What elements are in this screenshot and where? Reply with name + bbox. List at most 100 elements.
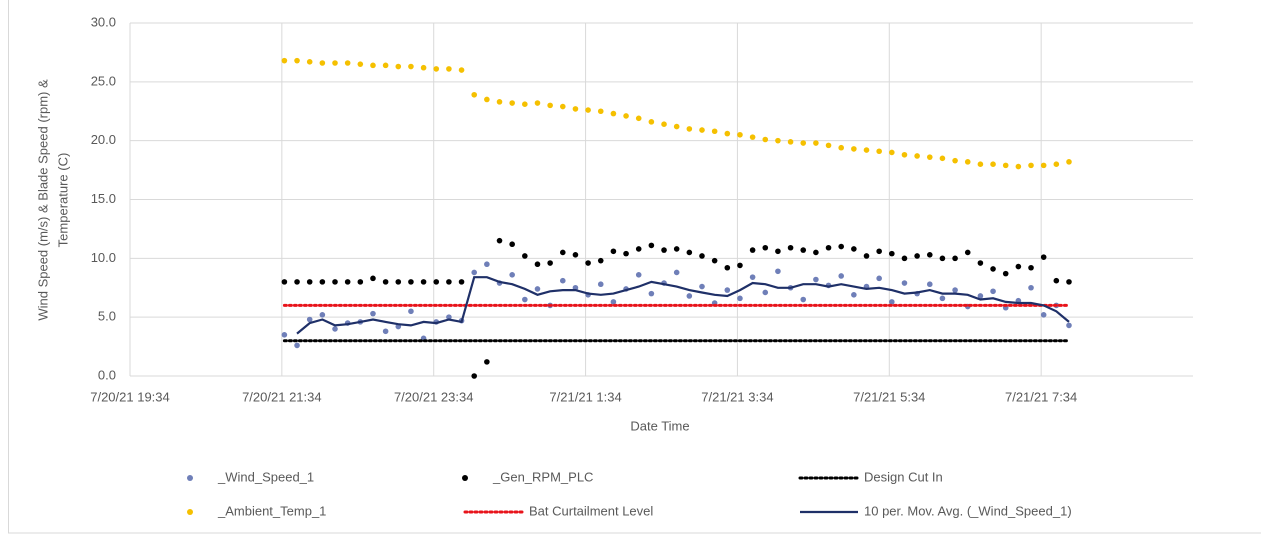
y-tick-label: 10.0 [91,250,116,265]
data-point [534,261,541,268]
legend-label: _Wind_Speed_1 [217,469,314,484]
data-point [294,342,300,349]
data-point [597,281,604,288]
legend-label: Bat Curtailment Level [529,503,653,518]
x-tick-label: 7/21/21 3:34 [701,389,773,404]
data-point [1028,162,1034,169]
data-point [964,159,971,165]
data-point [724,130,731,137]
data-point [319,279,326,285]
data-point [281,57,288,64]
data-point [787,244,794,251]
data-point [585,260,591,266]
x-axis-label: Date Time [630,418,689,433]
data-point [370,62,376,69]
data-point [648,290,655,297]
y-axis-label: Wind Speed (m/s) & Blade Speed (rpm) & [35,79,50,321]
data-point [547,260,553,266]
data-point [876,275,882,282]
data-point [484,261,490,268]
data-point [825,244,832,251]
data-point [673,246,680,252]
y-tick-label: 30.0 [91,14,116,29]
data-point [813,276,819,283]
data-point [610,110,617,117]
data-point [306,279,313,285]
data-point [471,373,478,379]
y-tick-label: 5.0 [98,309,116,324]
data-point [1028,284,1034,291]
data-point [509,100,515,106]
data-point [889,149,895,156]
legend-label: 10 per. Mov. Avg. (_Wind_Speed_1) [864,503,1072,518]
data-point [762,244,769,251]
data-point [281,332,288,338]
data-point [559,103,566,110]
data-point [332,326,338,332]
data-point [813,249,819,256]
data-point [749,274,756,280]
y-tick-label: 25.0 [91,73,116,88]
data-point [1040,254,1047,260]
data-point [1028,264,1034,271]
data-point [825,142,832,149]
y-tick-label: 0.0 [98,367,116,382]
data-point [433,279,440,285]
data-point [484,359,490,365]
data-point [762,289,769,296]
data-point [926,252,933,258]
data-point [901,255,908,262]
data-point [534,286,541,292]
data-point [749,247,756,253]
data-point [699,127,705,133]
data-point [496,237,503,244]
data-point [939,255,946,262]
data-point [977,260,984,266]
data-point [863,147,870,153]
data-point [775,248,781,255]
data-point [395,63,402,70]
data-point [838,144,844,151]
data-point [344,279,351,285]
data-point [952,255,958,262]
data-point [420,64,427,71]
data-point [749,134,756,140]
data-point [446,314,452,320]
data-point [382,328,389,335]
data-point [319,312,326,318]
data-point [382,62,389,69]
data-point [370,310,376,317]
data-point [559,249,566,256]
data-point [699,253,705,259]
data-point [686,126,693,132]
data-point [635,115,642,122]
data-point [623,113,629,119]
data-point [408,308,414,315]
data-point [838,273,844,279]
data-point [800,140,807,146]
x-tick-label: 7/21/21 7:34 [1005,389,1077,404]
data-point [597,257,604,264]
data-point [724,287,731,293]
legend-marker [462,475,468,481]
data-point [990,161,996,167]
data-point [344,60,351,66]
data-point [863,253,870,259]
data-point [294,57,300,64]
data-point [686,293,693,299]
data-point [977,293,984,299]
data-point [370,275,376,282]
data-point [522,101,528,107]
data-point [800,247,807,253]
data-point [585,107,591,113]
data-point [686,249,693,256]
data-point [648,242,655,249]
data-point [1066,159,1072,165]
legend-label: _Ambient_Temp_1 [217,503,326,518]
data-point [446,279,452,285]
data-point [889,299,895,305]
data-point [737,131,743,138]
data-point [306,59,313,65]
data-point [1066,322,1072,329]
